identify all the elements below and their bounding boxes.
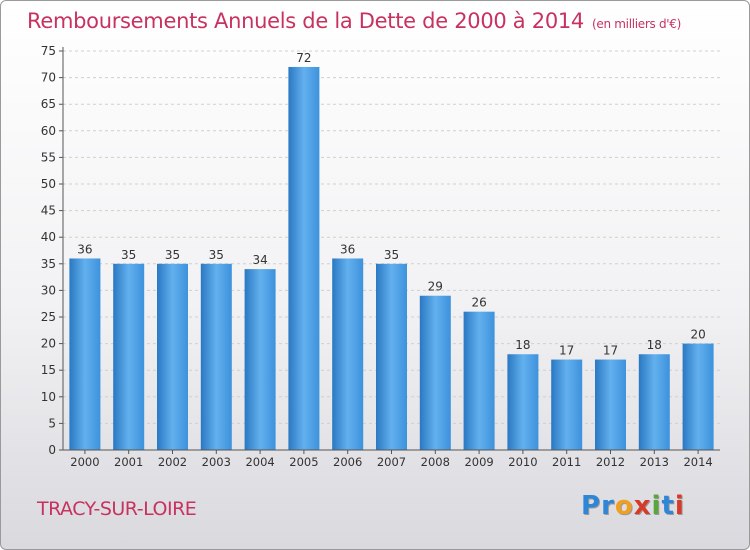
x-tick-label: 2011 [552, 455, 581, 469]
bar [595, 359, 626, 450]
chart-subtitle: (en milliers d'€) [592, 17, 682, 31]
data-label: 36 [340, 242, 355, 256]
chart-title-text: Remboursements Annuels de la Dette de 20… [27, 9, 584, 33]
x-tick-label: 2005 [289, 455, 318, 469]
bar [200, 263, 232, 450]
x-tick-label: 2009 [464, 455, 493, 469]
bar [419, 295, 451, 450]
y-tick-label: 35 [41, 257, 56, 271]
y-tick-label: 40 [41, 230, 56, 244]
bar [376, 263, 407, 450]
data-label: 17 [559, 344, 574, 358]
logo-letter: t [661, 491, 675, 521]
x-tick-label: 2012 [596, 455, 625, 469]
data-label: 29 [428, 280, 443, 294]
logo-letter: i [651, 491, 662, 521]
x-tick-label: 2004 [245, 455, 274, 469]
bar [332, 258, 364, 450]
x-tick-label: 2014 [683, 455, 712, 469]
y-tick-label: 70 [41, 71, 56, 85]
proxiti-logo: Proxiti [581, 491, 685, 521]
data-label: 72 [296, 51, 311, 65]
x-tick-label: 2008 [421, 455, 450, 469]
x-tick-label: 2000 [70, 455, 99, 469]
x-tick-label: 2006 [333, 455, 362, 469]
data-label: 26 [471, 296, 486, 310]
logo-letter: i [674, 491, 685, 521]
y-tick-label: 20 [41, 337, 56, 351]
y-tick-label: 10 [41, 390, 56, 404]
bar [463, 311, 495, 450]
y-tick-label: 55 [41, 150, 56, 164]
data-label: 20 [690, 328, 705, 342]
logo-letter: r [601, 491, 615, 521]
x-tick-label: 2002 [158, 455, 187, 469]
logo-letter: o [614, 491, 634, 521]
data-label: 17 [603, 344, 618, 358]
bar [288, 66, 320, 451]
y-tick-label: 5 [48, 416, 56, 430]
x-tick-label: 2007 [377, 455, 406, 469]
city-name: TRACY-SUR-LOIRE [37, 498, 197, 520]
bar [551, 359, 583, 450]
y-tick-label: 75 [41, 44, 56, 58]
y-tick-label: 30 [41, 283, 56, 297]
bar [244, 269, 276, 450]
y-tick-label: 60 [41, 124, 56, 138]
y-tick-label: 50 [41, 177, 56, 191]
y-tick-label: 15 [41, 363, 56, 377]
data-label: 18 [515, 338, 530, 352]
bar [69, 258, 101, 450]
logo-letter: x [633, 491, 652, 521]
bar [507, 354, 539, 450]
x-tick-label: 2001 [114, 455, 143, 469]
data-label: 35 [384, 248, 399, 262]
x-tick-label: 2003 [202, 455, 231, 469]
data-label: 35 [165, 248, 180, 262]
data-label: 35 [209, 248, 224, 262]
data-label: 36 [77, 242, 92, 256]
bar [638, 354, 670, 450]
bar [113, 263, 145, 450]
x-tick-label: 2013 [640, 455, 669, 469]
data-label: 35 [121, 248, 136, 262]
logo-letter: P [581, 491, 602, 521]
chart-title: Remboursements Annuels de la Dette de 20… [27, 9, 681, 33]
y-tick-label: 65 [41, 97, 56, 111]
bar [157, 263, 188, 450]
bar [682, 343, 714, 450]
data-label: 34 [252, 253, 267, 267]
y-tick-label: 0 [48, 443, 56, 457]
y-tick-label: 45 [41, 204, 56, 218]
x-tick-label: 2010 [508, 455, 537, 469]
y-tick-label: 25 [41, 310, 56, 324]
data-label: 18 [647, 338, 662, 352]
